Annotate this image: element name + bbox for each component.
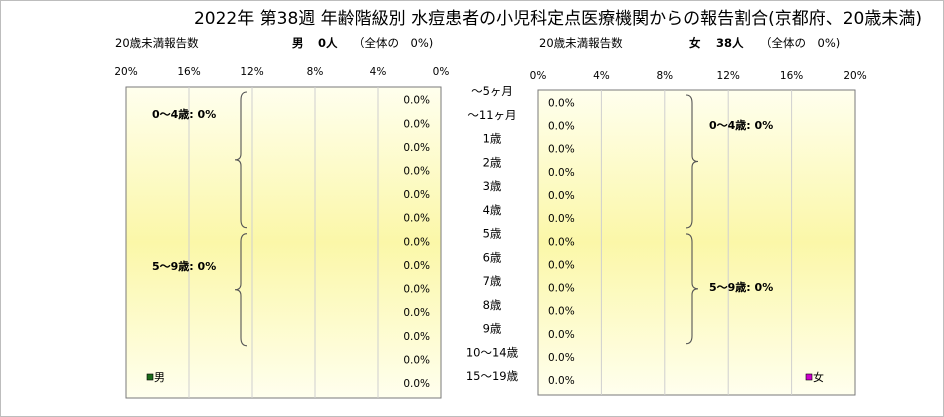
female-value-label: 0.0%	[548, 121, 575, 133]
male-value-label: 0.0%	[403, 189, 430, 201]
age-category-label: 6歳	[483, 250, 502, 264]
female-value-label: 0.0%	[548, 375, 575, 387]
male-value-label: 0.0%	[403, 118, 430, 130]
male-value-label: 0.0%	[403, 307, 430, 319]
female-sex-label: 女	[689, 35, 701, 51]
male-x-tick-label: 4%	[370, 66, 387, 78]
female-value-label: 0.0%	[548, 167, 575, 179]
male-count-value: 0人	[318, 36, 338, 50]
age-category-label: ～5ヶ月	[471, 84, 513, 98]
age-category-label: 1歳	[483, 132, 502, 146]
age-category-label: 10～14歳	[466, 345, 519, 359]
male-value-label: 0.0%	[403, 95, 430, 107]
male-bracket-label: 0～4歳: 0%	[152, 107, 216, 121]
female-legend-label: 女	[813, 370, 824, 384]
age-category-label: 4歳	[483, 203, 502, 217]
female-count-value: 38人	[716, 36, 744, 50]
male-panel: 20% 16% 12% 8% 4% 0% 0.0% 0.0% 0.0% 0.0% 0.0% 0.0% 0…	[114, 66, 450, 399]
female-age-bracket	[685, 94, 699, 229]
age-category-label: 2歳	[483, 155, 502, 169]
age-category-label: 9歳	[483, 322, 502, 336]
female-x-tick-label: 0%	[530, 70, 547, 82]
male-x-tick-label: 8%	[307, 66, 324, 78]
female-value-label: 0.0%	[548, 97, 575, 109]
male-legend-label: 男	[154, 371, 165, 384]
age-category-label: ～11ヶ月	[467, 108, 516, 122]
male-sex-label: 男	[292, 35, 304, 51]
female-value-label: 0.0%	[548, 144, 575, 156]
female-bracket-label: 0～4歳: 0%	[709, 118, 773, 132]
female-x-tick-label: 8%	[656, 70, 673, 82]
female-value-label: 0.0%	[548, 213, 575, 225]
female-count-label: 20歳未満報告数	[539, 36, 623, 50]
male-sex: 男	[292, 36, 304, 50]
female-age-bracket	[685, 233, 699, 345]
age-category-labels: ～5ヶ月 ～11ヶ月 1歳 2歳 3歳 4歳 5歳 6歳 7歳 8歳 9歳 10～14歳 15～19歳	[466, 84, 519, 383]
male-count: 0人	[318, 35, 338, 51]
chart-title: 2022年 第38週 年齢階級別 水痘患者の小児科定点医療機関からの報告割合(京…	[193, 9, 922, 29]
female-plot-area	[537, 89, 856, 396]
female-count: 38人	[716, 35, 744, 51]
male-x-tick-label: 0%	[433, 66, 450, 78]
age-category-label: 8歳	[483, 298, 502, 312]
male-value-label: 0.0%	[403, 284, 430, 296]
female-x-tick-label: 4%	[593, 70, 610, 82]
age-category-label: 3歳	[483, 179, 502, 193]
male-value-label: 0.0%	[403, 331, 430, 343]
male-age-bracket	[234, 91, 248, 229]
female-x-tick-label: 12%	[717, 70, 740, 82]
male-x-tick-label: 20%	[114, 66, 137, 78]
male-plot-area	[125, 86, 442, 399]
male-value-label: 0.0%	[403, 260, 430, 272]
female-sex: 女	[689, 36, 701, 50]
male-x-tick-label: 16%	[177, 66, 200, 78]
male-value-label: 0.0%	[403, 165, 430, 177]
female-value-label: 0.0%	[548, 190, 575, 202]
male-share: （全体の 0%)	[353, 36, 434, 50]
female-x-tick-label: 16%	[780, 70, 803, 82]
male-value-label: 0.0%	[403, 378, 430, 390]
female-legend-marker	[805, 373, 813, 381]
female-value-label: 0.0%	[548, 306, 575, 318]
male-value-label: 0.0%	[403, 213, 430, 225]
female-value-label: 0.0%	[548, 352, 575, 364]
age-category-label: 5歳	[483, 227, 502, 241]
female-value-label: 0.0%	[548, 236, 575, 248]
female-x-tick-label: 20%	[843, 70, 866, 82]
male-bracket-label: 5～9歳: 0%	[152, 259, 216, 273]
female-value-label: 0.0%	[548, 329, 575, 341]
male-value-label: 0.0%	[403, 354, 430, 366]
female-panel: 0% 4% 8% 12% 16% 20% 0.0% 0.0% 0.0% 0.0% 0.0% 0.0% 0…	[530, 70, 867, 396]
male-value-label: 0.0%	[403, 142, 430, 154]
age-category-label: 7歳	[483, 274, 502, 288]
male-value-label: 0.0%	[403, 236, 430, 248]
male-legend-marker	[146, 373, 154, 381]
male-count-label: 20歳未満報告数	[115, 36, 199, 50]
male-age-bracket	[234, 233, 248, 347]
age-category-label: 15～19歳	[466, 369, 519, 383]
female-value-label: 0.0%	[548, 259, 575, 271]
male-x-tick-label: 12%	[240, 66, 263, 78]
female-value-label: 0.0%	[548, 283, 575, 295]
female-bracket-label: 5～9歳: 0%	[709, 280, 773, 294]
female-share: （全体の 0%)	[760, 36, 841, 50]
